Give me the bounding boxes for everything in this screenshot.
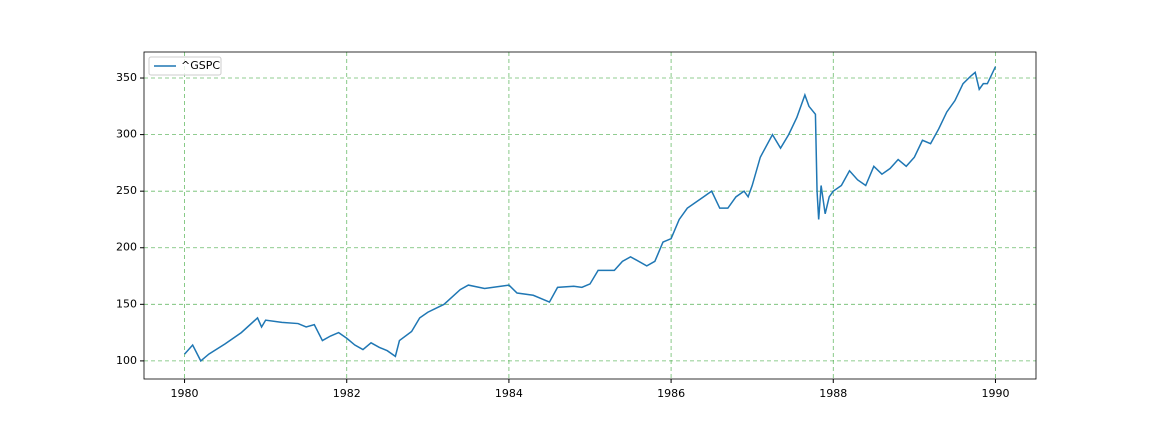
x-tick-label: 1988 <box>819 387 847 400</box>
x-tick-label: 1980 <box>171 387 199 400</box>
x-tick-label: 1984 <box>495 387 523 400</box>
x-tick-label: 1990 <box>981 387 1009 400</box>
y-tick-label: 300 <box>116 128 137 141</box>
y-tick-label: 250 <box>116 184 137 197</box>
x-tick-label: 1982 <box>333 387 361 400</box>
legend-label: ^GSPC <box>181 59 220 72</box>
y-tick-label: 150 <box>116 297 137 310</box>
y-tick-label: 100 <box>116 354 137 367</box>
y-tick-label: 350 <box>116 71 137 84</box>
y-tick-label: 200 <box>116 241 137 254</box>
data-line <box>183 66 997 363</box>
legend-box <box>148 56 222 76</box>
x-tick-label: 1986 <box>657 387 685 400</box>
axes-frame <box>143 51 1037 380</box>
